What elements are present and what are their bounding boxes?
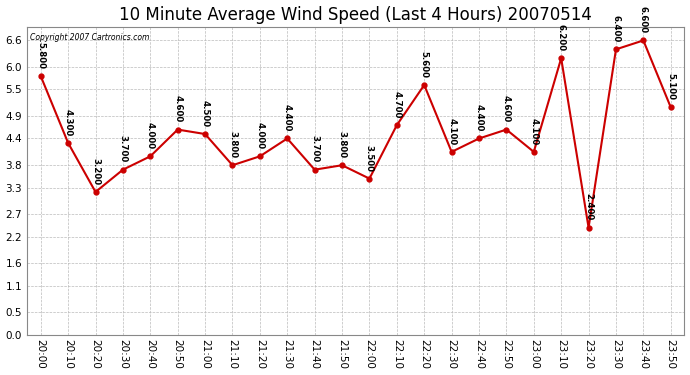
Text: 4.100: 4.100 [447, 118, 456, 145]
Text: 4.300: 4.300 [63, 109, 72, 136]
Text: 3.800: 3.800 [228, 131, 237, 158]
Text: 5.800: 5.800 [37, 42, 46, 69]
Text: 4.700: 4.700 [393, 91, 402, 118]
Text: 2.400: 2.400 [584, 194, 593, 220]
Title: 10 Minute Average Wind Speed (Last 4 Hours) 20070514: 10 Minute Average Wind Speed (Last 4 Hou… [119, 6, 592, 24]
Text: 5.600: 5.600 [420, 51, 428, 78]
Text: 4.600: 4.600 [173, 95, 182, 123]
Text: 4.400: 4.400 [475, 104, 484, 132]
Text: 4.600: 4.600 [502, 95, 511, 123]
Text: 4.500: 4.500 [201, 100, 210, 127]
Text: 3.200: 3.200 [91, 158, 100, 185]
Text: 5.100: 5.100 [667, 74, 676, 100]
Text: Copyright 2007 Cartronics.com: Copyright 2007 Cartronics.com [30, 33, 150, 42]
Text: 3.700: 3.700 [119, 135, 128, 163]
Text: 4.000: 4.000 [255, 122, 264, 149]
Text: 4.400: 4.400 [283, 104, 292, 132]
Text: 4.000: 4.000 [146, 122, 155, 149]
Text: 6.600: 6.600 [639, 6, 648, 33]
Text: 6.200: 6.200 [557, 24, 566, 51]
Text: 3.500: 3.500 [365, 145, 374, 172]
Text: 3.700: 3.700 [310, 135, 319, 163]
Text: 4.100: 4.100 [529, 118, 538, 145]
Text: 6.400: 6.400 [611, 15, 620, 42]
Text: 3.800: 3.800 [337, 131, 346, 158]
